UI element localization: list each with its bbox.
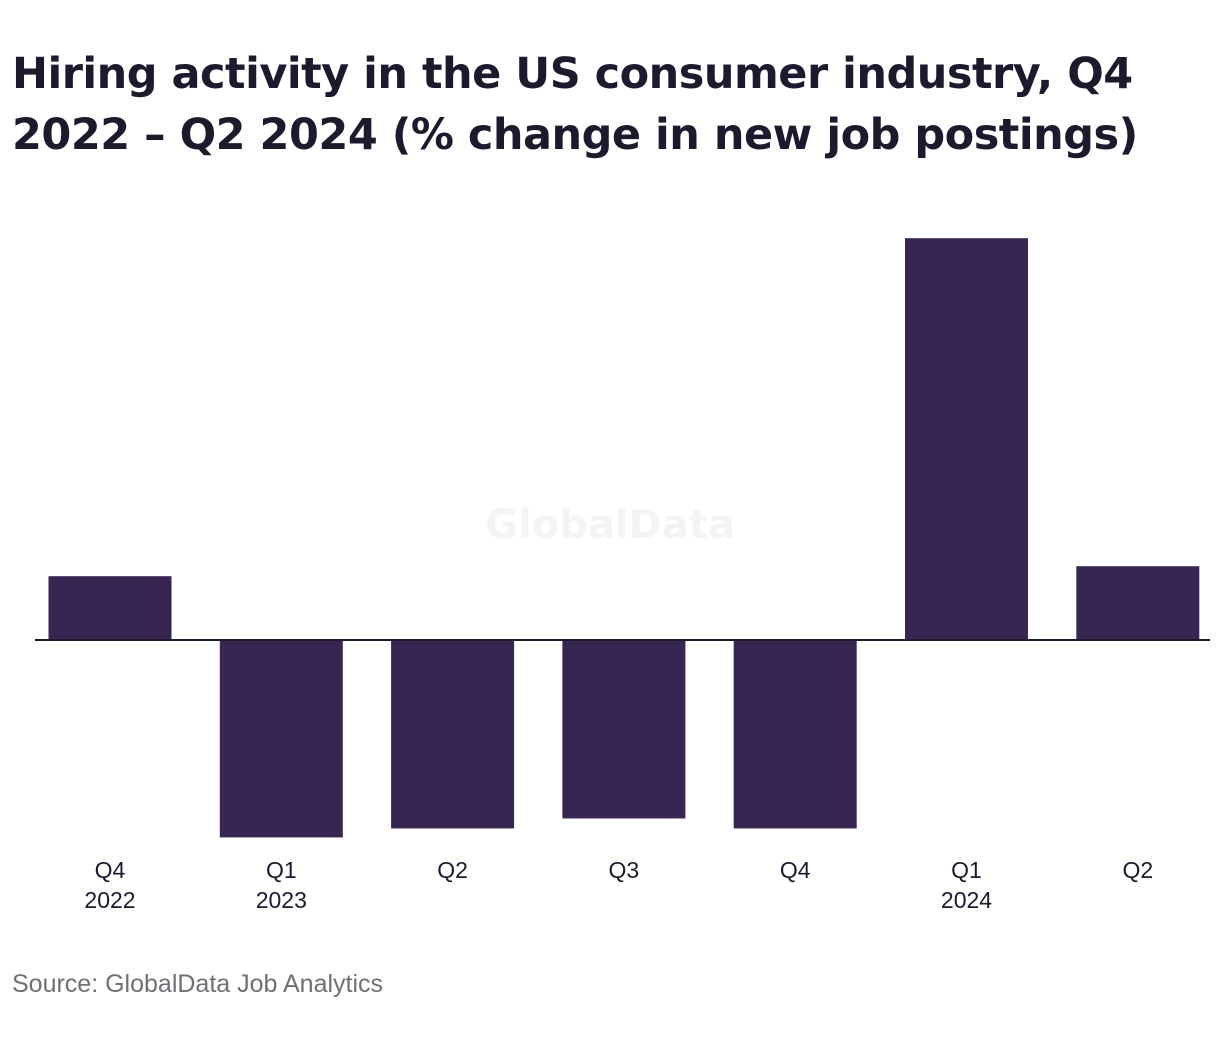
x-tick-label-quarter: Q2 (437, 857, 468, 883)
bar-0 (48, 576, 172, 640)
x-axis-labels: Q4 2022 Q1 2023 Q2 Q3 Q4 Q1 2024 Q2 (84, 857, 1153, 913)
x-tick-label-quarter: Q4 (95, 857, 126, 883)
watermark-text: GlobalData (485, 502, 735, 548)
bar-6 (1076, 566, 1200, 640)
x-tick-label-quarter: Q3 (609, 857, 640, 883)
x-tick-label-year: 2023 (256, 887, 307, 913)
bar-chart: GlobalData Q4 2022 Q1 2023 Q2 Q3 Q4 Q1 2024 Q2 (35, 238, 1210, 913)
chart-title: Hiring activity in the US consumer indus… (12, 49, 1138, 160)
x-tick-label-year: 2024 (941, 887, 992, 913)
x-tick-label-quarter: Q2 (1122, 857, 1153, 883)
bar-2 (391, 640, 515, 829)
x-tick-label-quarter: Q4 (780, 857, 811, 883)
bars-group (48, 238, 1200, 838)
x-tick-label-quarter: Q1 (951, 857, 982, 883)
bar-1 (219, 640, 343, 838)
x-tick-label-year: 2022 (84, 887, 135, 913)
bar-5 (905, 238, 1028, 641)
bar-4 (733, 640, 857, 829)
source-note: Source: GlobalData Job Analytics (12, 970, 384, 998)
bar-3 (562, 640, 686, 819)
x-tick-label-quarter: Q1 (266, 857, 297, 883)
